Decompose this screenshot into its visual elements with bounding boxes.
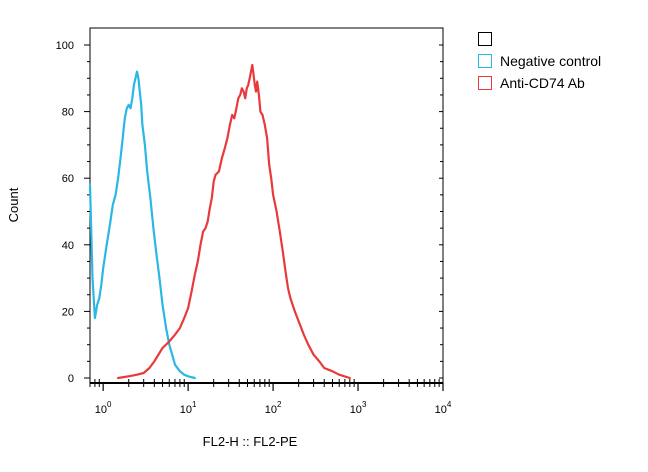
legend-label-anti-cd74: Anti-CD74 Ab	[500, 75, 585, 91]
x-tick-label: 100	[95, 400, 112, 416]
y-tick-label: 100	[56, 40, 74, 52]
x-tick-label: 103	[350, 400, 367, 416]
plot-frame	[89, 27, 444, 384]
legend-label-negative-control: Negative control	[500, 53, 602, 69]
y-axis: 0 20 40 60 80 100	[56, 40, 443, 385]
legend-swatch-blank	[478, 32, 492, 46]
legend-item-blank	[478, 28, 601, 50]
legend-item-anti-cd74: Anti-CD74 Ab	[478, 72, 601, 94]
y-tick-label: 40	[62, 240, 74, 252]
x-tick-label: 102	[265, 400, 282, 416]
legend: Negative control Anti-CD74 Ab	[478, 28, 601, 94]
x-tick-label: 104	[435, 400, 452, 416]
x-axis-title: FL2-H :: FL2-PE	[203, 434, 298, 449]
series-group	[88, 63, 351, 380]
y-axis-title: Count	[6, 187, 21, 222]
y-tick-label: 0	[68, 373, 74, 385]
y-tick-label: 20	[62, 306, 74, 318]
legend-swatch-negative-control	[478, 54, 492, 68]
legend-item-negative-control: Negative control	[478, 50, 601, 72]
x-axis: 100 101 102 103 104	[89, 379, 452, 416]
x-tick-label: 101	[180, 400, 197, 416]
y-tick-label: 80	[62, 107, 74, 119]
series-line-negative-control	[88, 70, 196, 380]
legend-swatch-anti-cd74	[478, 76, 492, 90]
series-line-anti-cd74	[117, 63, 351, 380]
y-tick-label: 60	[62, 173, 74, 185]
